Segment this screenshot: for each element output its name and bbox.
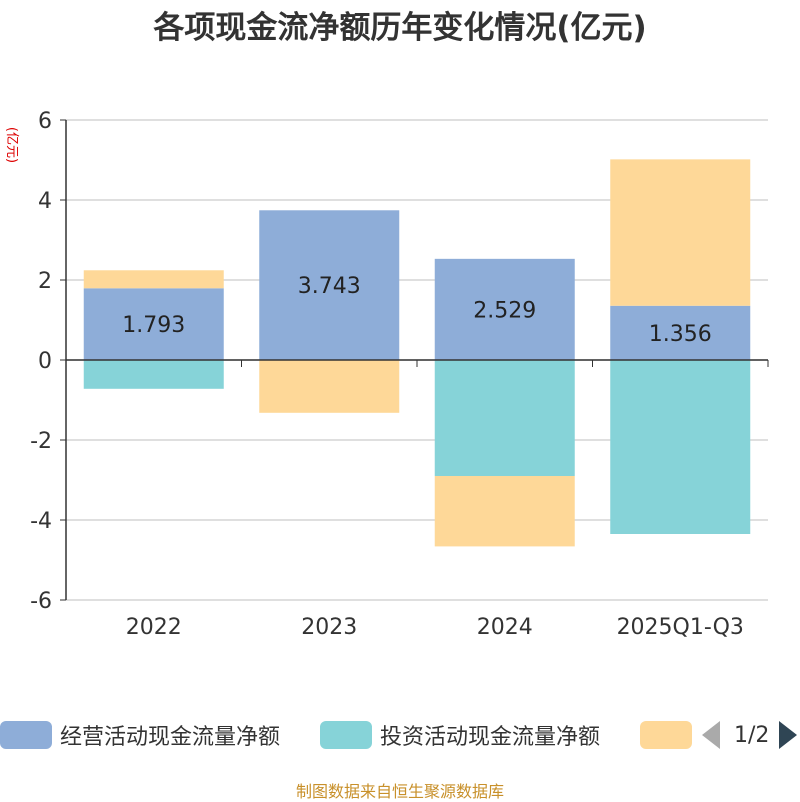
y-axis-unit-label: (亿元) — [4, 127, 19, 163]
legend-item-operating[interactable]: 经营活动现金流量净额 — [0, 719, 280, 751]
axes: 6 4 2 0 -2 -4 -6 2022 2023 2024 2025Q1-Q3 — [30, 109, 769, 640]
chart-title: 各项现金流净额历年变化情况(亿元) — [153, 10, 647, 46]
bar-financing-2025Q1-Q3 — [610, 159, 751, 306]
x-tick-label: 2025Q1-Q3 — [617, 615, 744, 640]
legend-item-investing[interactable]: 投资活动现金流量净额 — [320, 719, 600, 751]
y-tick-label: -2 — [30, 429, 52, 454]
bar-investing-2022 — [83, 360, 224, 389]
legend: 经营活动现金流量净额 投资活动现金流量净额 1/2 — [0, 716, 800, 754]
source-note: 制图数据来自恒生聚源数据库 — [295, 782, 504, 801]
bar-financing-2024 — [434, 476, 575, 547]
y-tick-label: 6 — [38, 109, 52, 134]
legend-label-operating: 经营活动现金流量净额 — [60, 725, 281, 750]
bar-investing-2024 — [434, 360, 575, 476]
legend-item-financing[interactable] — [640, 719, 692, 751]
bar-operating-2024 — [434, 258, 575, 360]
legend-prev-page-icon[interactable] — [702, 721, 720, 749]
y-tick-label: 4 — [38, 189, 52, 214]
bar-financing-2022 — [83, 270, 224, 289]
legend-swatch-financing — [640, 721, 692, 749]
bar-investing-2025Q1-Q3 — [610, 360, 751, 534]
legend-next-page-icon[interactable] — [779, 721, 798, 749]
bar-operating-2023 — [259, 210, 400, 360]
y-tick-label: 2 — [38, 269, 52, 294]
legend-pager: 1/2 — [700, 719, 800, 751]
legend-label-investing: 投资活动现金流量净额 — [380, 725, 601, 750]
data-labels: 1.793 3.743 2.529 1.356 — [122, 274, 711, 347]
bar-series — [83, 159, 751, 547]
x-tick-label: 2022 — [126, 615, 182, 640]
legend-swatch-operating — [0, 721, 52, 749]
bar-operating-2025Q1-Q3 — [610, 305, 751, 360]
bar-financing-2023 — [259, 360, 400, 413]
bar-operating-2022 — [83, 288, 224, 360]
y-tick-label: 0 — [38, 349, 52, 374]
y-tick-label: -6 — [30, 589, 52, 614]
x-tick-label: 2023 — [301, 615, 357, 640]
data-label-2022: 1.793 — [122, 313, 185, 338]
legend-swatch-investing — [320, 721, 372, 749]
data-label-2024: 2.529 — [473, 298, 536, 323]
data-label-2023: 3.743 — [298, 274, 361, 299]
x-tick-label: 2024 — [477, 615, 533, 640]
chart-canvas: 6 4 2 0 -2 -4 -6 2022 2023 2024 2025Q1-Q3 1.793 3.7… — [4, 109, 769, 640]
data-label-2025Q1-Q3: 1.356 — [649, 322, 712, 347]
legend-page-indicator: 1/2 — [734, 722, 770, 748]
y-tick-label: -4 — [30, 509, 52, 534]
